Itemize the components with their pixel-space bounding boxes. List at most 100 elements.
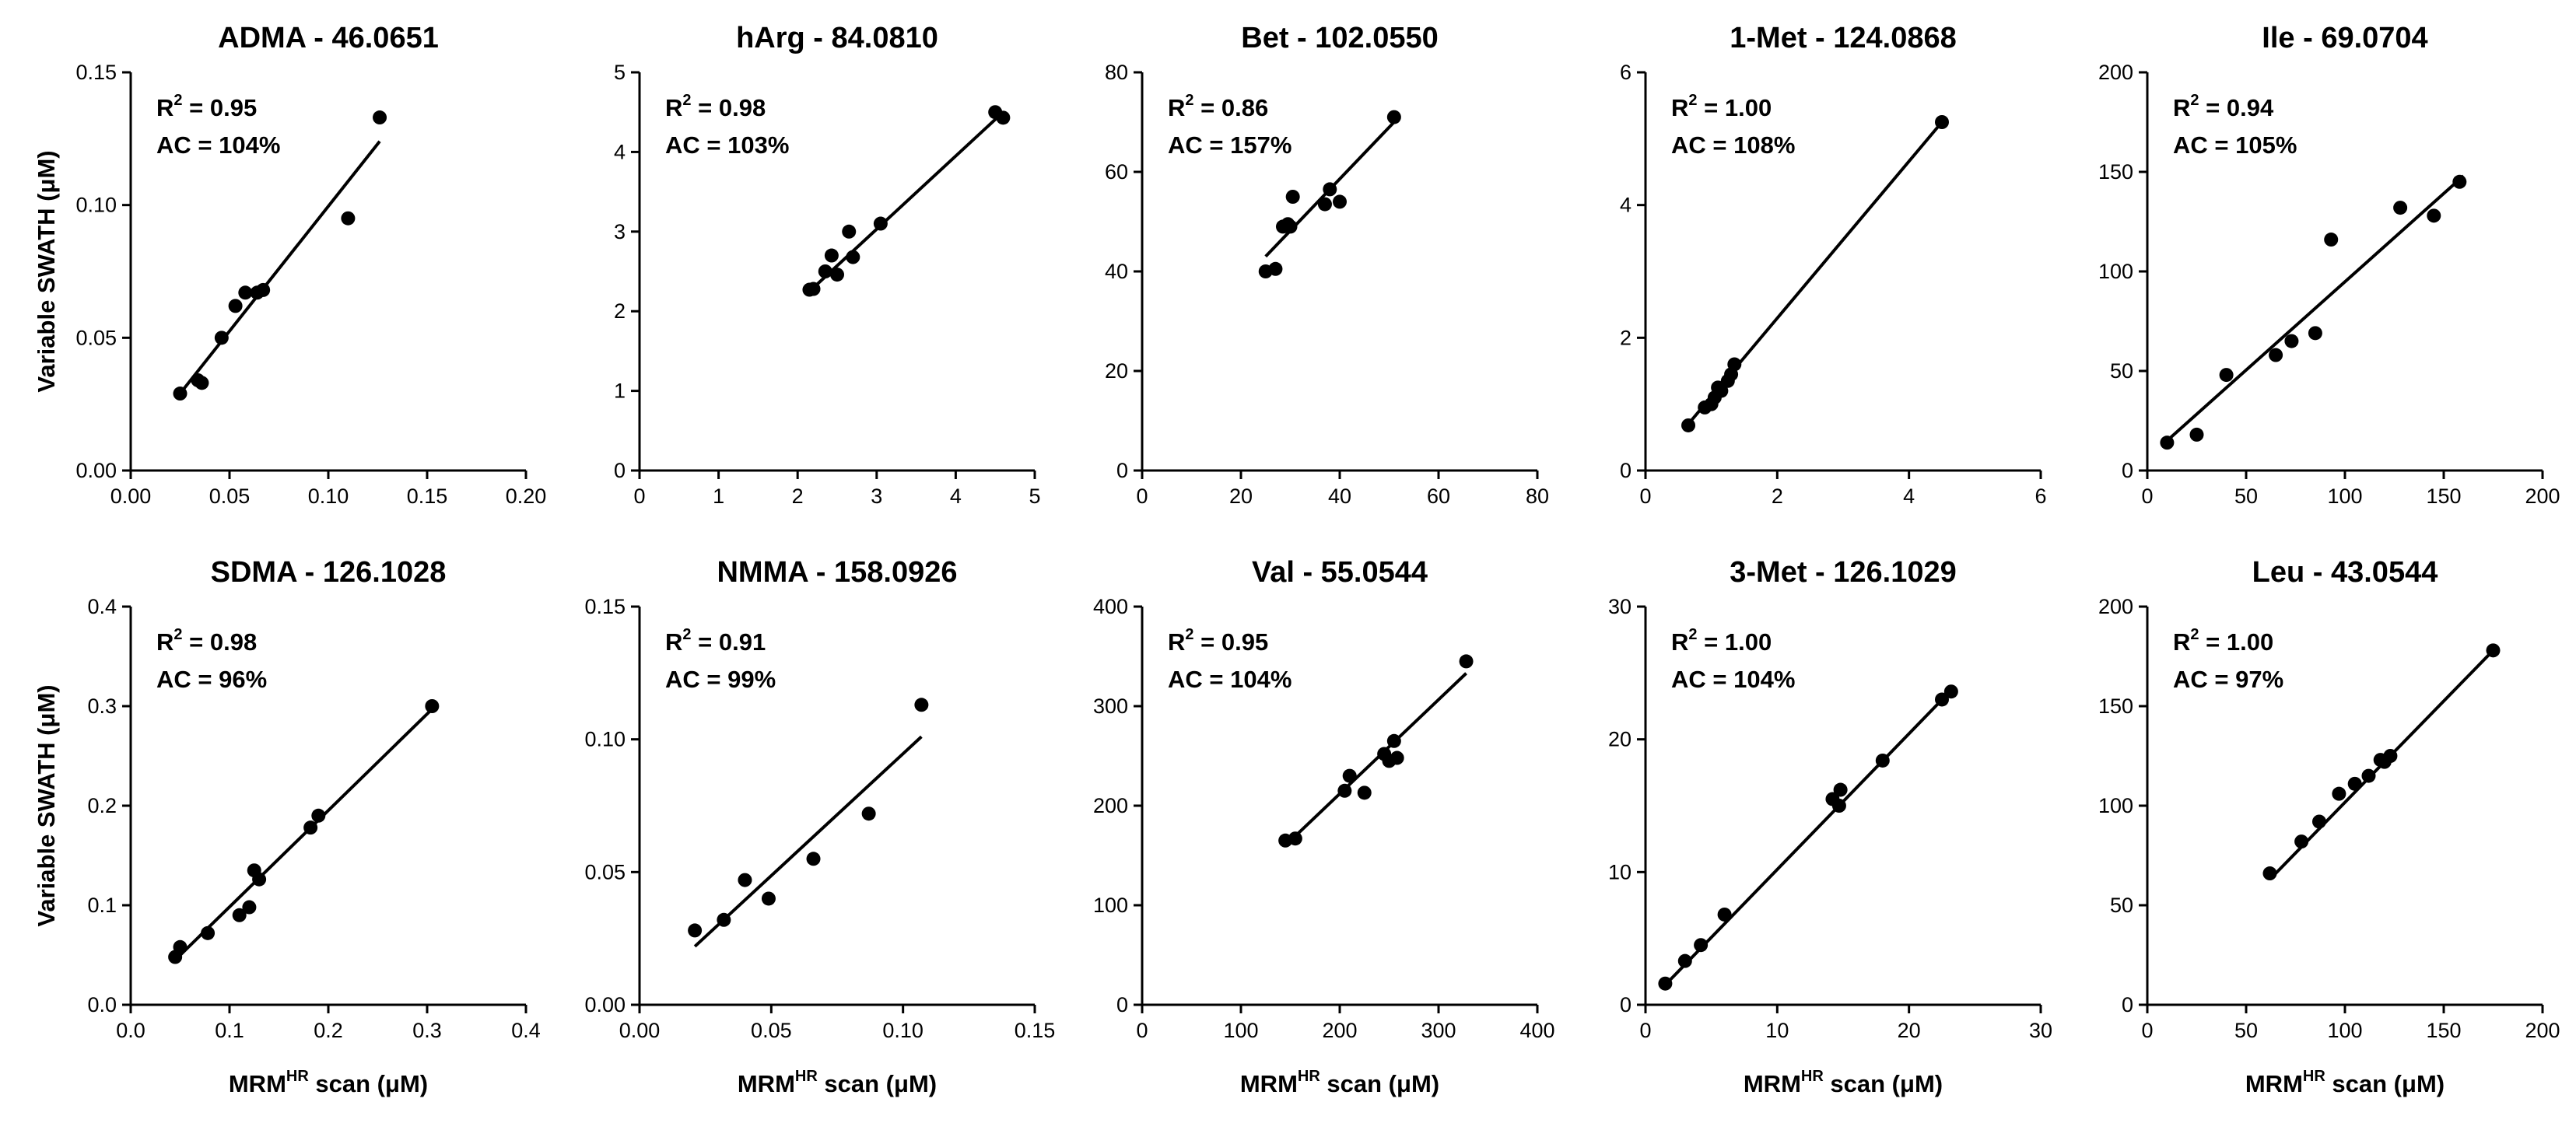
r2-superscript: 2 bbox=[173, 92, 182, 109]
ac-annotation: AC = 103% bbox=[665, 131, 789, 159]
y-tick-label: 0.2 bbox=[87, 794, 117, 817]
x-tick-label: 0 bbox=[1639, 485, 1651, 508]
x-tick-label: 0 bbox=[1136, 485, 1148, 508]
r2-annotation: R2 = 0.86 bbox=[1168, 92, 1268, 121]
x-tick-label: 0.10 bbox=[308, 485, 349, 508]
x-tick-label: 4 bbox=[1903, 485, 1915, 508]
x-tick-label: 100 bbox=[2327, 1019, 2362, 1042]
data-point bbox=[173, 387, 188, 401]
data-point bbox=[2311, 814, 2326, 829]
r2-value: = 0.95 bbox=[1194, 628, 1269, 656]
x-tick-label: 0.4 bbox=[511, 1019, 541, 1042]
ac-annotation: AC = 105% bbox=[2173, 131, 2297, 159]
y-tick-label: 60 bbox=[1105, 160, 1128, 184]
data-point bbox=[1727, 357, 1742, 372]
data-point bbox=[1681, 418, 1696, 432]
x-axis-title-main: MRM bbox=[1240, 1070, 1298, 1097]
x-tick-label: 150 bbox=[2426, 485, 2461, 508]
data-point bbox=[195, 376, 209, 390]
r2-superscript: 2 bbox=[2190, 626, 2199, 643]
x-tick-label: 0.3 bbox=[412, 1019, 442, 1042]
x-tick-label: 20 bbox=[1898, 1019, 1921, 1042]
data-point bbox=[2332, 786, 2346, 801]
y-tick-label: 200 bbox=[2098, 595, 2133, 618]
r2-annotation: R2 = 0.95 bbox=[156, 92, 257, 121]
y-tick-label: 30 bbox=[1608, 595, 1631, 618]
data-point bbox=[1935, 692, 1949, 707]
r2-value: = 0.98 bbox=[183, 628, 258, 656]
y-tick-label: 0.10 bbox=[75, 194, 117, 217]
y-tick-label: 5 bbox=[614, 61, 626, 84]
r2-superscript: 2 bbox=[1185, 92, 1193, 109]
chart-title: Leu - 43.0544 bbox=[2252, 556, 2438, 589]
x-tick-label: 30 bbox=[2029, 1019, 2052, 1042]
x-axis-title-main: MRM bbox=[229, 1070, 286, 1097]
x-tick-label: 0 bbox=[2141, 1019, 2153, 1042]
ac-annotation: AC = 96% bbox=[156, 666, 267, 693]
fit-line bbox=[1284, 672, 1467, 847]
y-tick-label: 0 bbox=[614, 459, 626, 482]
r2-label: R bbox=[156, 94, 173, 121]
x-tick-label: 40 bbox=[1328, 485, 1351, 508]
data-point bbox=[824, 248, 839, 263]
x-tick-label: 3 bbox=[871, 485, 882, 508]
y-tick-label: 2 bbox=[614, 299, 626, 323]
y-tick-label: 6 bbox=[1620, 61, 1631, 84]
data-point bbox=[1714, 383, 1729, 398]
x-tick-label: 0 bbox=[1639, 1019, 1651, 1042]
data-point bbox=[1283, 219, 1298, 234]
y-tick-label: 20 bbox=[1105, 359, 1128, 383]
x-tick-label: 2 bbox=[1772, 485, 1783, 508]
r2-superscript: 2 bbox=[173, 626, 182, 643]
r2-value: = 1.00 bbox=[1698, 94, 1772, 121]
chart-panel: 3-Met - 126.1029 0 10 20 30 0 10 20 30 R2 = 1.00 A… bbox=[1608, 556, 2052, 1097]
y-tick-label: 100 bbox=[2098, 260, 2133, 283]
y-tick-label: 0.05 bbox=[75, 326, 117, 349]
data-point bbox=[1386, 110, 1401, 124]
chart-panel: Bet - 102.0550 0 20 40 60 80 0 20 40 60 80 R2 = 0.8… bbox=[1105, 22, 1549, 508]
x-tick-label: 200 bbox=[1322, 1019, 1357, 1042]
chart-title: Bet - 102.0550 bbox=[1241, 22, 1439, 54]
x-tick-label: 0 bbox=[1136, 1019, 1148, 1042]
y-tick-label: 200 bbox=[2098, 61, 2133, 84]
x-tick-label: 0.00 bbox=[110, 485, 152, 508]
r2-annotation: R2 = 1.00 bbox=[1671, 626, 1772, 656]
fit-line bbox=[1663, 689, 1953, 986]
data-point bbox=[842, 224, 857, 239]
data-point bbox=[2361, 768, 2376, 783]
r2-superscript: 2 bbox=[2190, 92, 2199, 109]
data-point bbox=[1285, 190, 1300, 204]
x-axis-title: MRMHR scan (μM) bbox=[1744, 1068, 1943, 1097]
x-tick-label: 2 bbox=[792, 485, 804, 508]
data-point bbox=[1459, 654, 1474, 669]
x-tick-label: 50 bbox=[2234, 485, 2258, 508]
x-tick-label: 400 bbox=[1519, 1019, 1554, 1042]
chart-title: 3-Met - 126.1029 bbox=[1730, 556, 1957, 589]
data-point bbox=[311, 808, 326, 823]
data-point bbox=[914, 698, 929, 712]
data-point bbox=[173, 939, 188, 954]
data-point bbox=[861, 806, 876, 821]
data-point bbox=[2486, 643, 2501, 658]
data-point bbox=[1342, 768, 1357, 783]
r2-label: R bbox=[156, 628, 173, 656]
data-point bbox=[2284, 334, 2299, 348]
data-point bbox=[1694, 938, 1709, 953]
y-tick-label: 10 bbox=[1608, 860, 1631, 883]
y-tick-label: 1 bbox=[614, 380, 626, 403]
data-point bbox=[806, 852, 821, 866]
y-tick-label: 0.4 bbox=[87, 595, 117, 618]
ac-annotation: AC = 97% bbox=[2173, 666, 2283, 693]
data-point bbox=[1677, 953, 1692, 968]
r2-superscript: 2 bbox=[1688, 626, 1697, 643]
r2-annotation: R2 = 0.94 bbox=[2173, 92, 2274, 121]
x-tick-label: 0.05 bbox=[209, 485, 251, 508]
data-point bbox=[214, 331, 229, 345]
data-point bbox=[2427, 208, 2441, 223]
data-point bbox=[252, 872, 267, 887]
y-tick-label: 3 bbox=[614, 220, 626, 243]
x-axis-title-superscript: HR bbox=[795, 1068, 818, 1085]
x-tick-label: 0.20 bbox=[506, 485, 547, 508]
data-point bbox=[2294, 834, 2309, 849]
x-tick-label: 0.1 bbox=[215, 1019, 244, 1042]
